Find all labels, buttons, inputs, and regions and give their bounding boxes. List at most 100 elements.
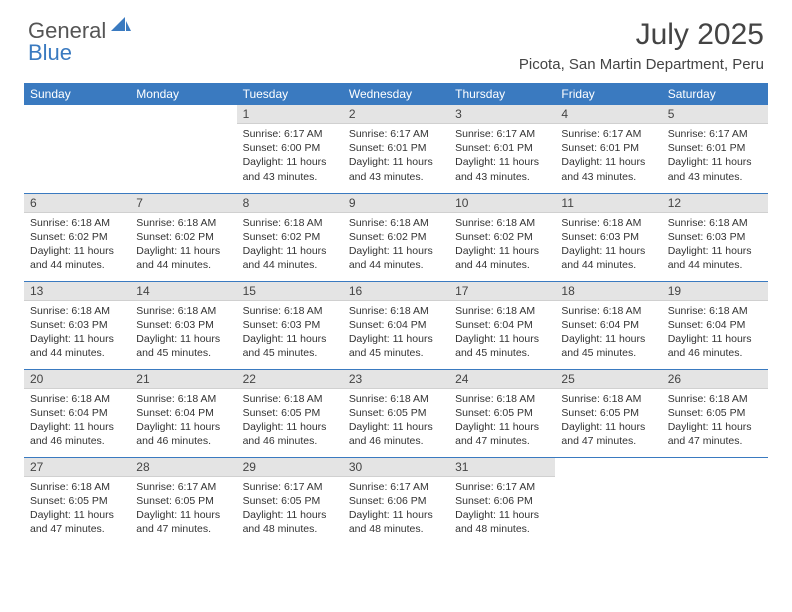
calendar-cell: 2Sunrise: 6:17 AMSunset: 6:01 PMDaylight…	[343, 105, 449, 193]
day-number: 14	[130, 282, 236, 301]
calendar-cell: 20Sunrise: 6:18 AMSunset: 6:04 PMDayligh…	[24, 369, 130, 457]
day-header-row: SundayMondayTuesdayWednesdayThursdayFrid…	[24, 83, 768, 105]
calendar-cell: 13Sunrise: 6:18 AMSunset: 6:03 PMDayligh…	[24, 281, 130, 369]
day-details: Sunrise: 6:17 AMSunset: 6:01 PMDaylight:…	[662, 124, 768, 188]
logo-text-blue: Blue	[28, 40, 72, 66]
day-number: 23	[343, 370, 449, 389]
calendar-cell: 7Sunrise: 6:18 AMSunset: 6:02 PMDaylight…	[130, 193, 236, 281]
calendar-cell: 31Sunrise: 6:17 AMSunset: 6:06 PMDayligh…	[449, 457, 555, 545]
day-details: Sunrise: 6:18 AMSunset: 6:05 PMDaylight:…	[343, 389, 449, 453]
day-details: Sunrise: 6:18 AMSunset: 6:02 PMDaylight:…	[343, 213, 449, 277]
calendar-cell: 3Sunrise: 6:17 AMSunset: 6:01 PMDaylight…	[449, 105, 555, 193]
day-details: Sunrise: 6:18 AMSunset: 6:03 PMDaylight:…	[130, 301, 236, 365]
day-details: Sunrise: 6:17 AMSunset: 6:00 PMDaylight:…	[237, 124, 343, 188]
calendar-cell: 12Sunrise: 6:18 AMSunset: 6:03 PMDayligh…	[662, 193, 768, 281]
calendar-cell: 17Sunrise: 6:18 AMSunset: 6:04 PMDayligh…	[449, 281, 555, 369]
day-number: 7	[130, 194, 236, 213]
day-details: Sunrise: 6:17 AMSunset: 6:05 PMDaylight:…	[237, 477, 343, 541]
calendar-table: SundayMondayTuesdayWednesdayThursdayFrid…	[24, 83, 768, 545]
empty-daynum-bar	[24, 105, 130, 123]
calendar-cell: 5Sunrise: 6:17 AMSunset: 6:01 PMDaylight…	[662, 105, 768, 193]
day-details: Sunrise: 6:18 AMSunset: 6:03 PMDaylight:…	[662, 213, 768, 277]
day-number: 11	[555, 194, 661, 213]
calendar-cell: 22Sunrise: 6:18 AMSunset: 6:05 PMDayligh…	[237, 369, 343, 457]
day-details: Sunrise: 6:17 AMSunset: 6:06 PMDaylight:…	[449, 477, 555, 541]
day-header: Saturday	[662, 83, 768, 105]
day-details: Sunrise: 6:18 AMSunset: 6:04 PMDaylight:…	[662, 301, 768, 365]
day-number: 24	[449, 370, 555, 389]
day-number: 1	[237, 105, 343, 124]
calendar-cell: 24Sunrise: 6:18 AMSunset: 6:05 PMDayligh…	[449, 369, 555, 457]
empty-daynum-bar	[662, 458, 768, 476]
day-number: 16	[343, 282, 449, 301]
day-number: 2	[343, 105, 449, 124]
day-number: 18	[555, 282, 661, 301]
calendar-cell: 9Sunrise: 6:18 AMSunset: 6:02 PMDaylight…	[343, 193, 449, 281]
calendar-cell: 25Sunrise: 6:18 AMSunset: 6:05 PMDayligh…	[555, 369, 661, 457]
month-title: July 2025	[519, 18, 764, 52]
location-subtitle: Picota, San Martin Department, Peru	[519, 56, 764, 73]
day-details: Sunrise: 6:17 AMSunset: 6:01 PMDaylight:…	[555, 124, 661, 188]
day-details: Sunrise: 6:18 AMSunset: 6:04 PMDaylight:…	[343, 301, 449, 365]
logo: General Blue	[28, 18, 131, 44]
calendar-cell: 30Sunrise: 6:17 AMSunset: 6:06 PMDayligh…	[343, 457, 449, 545]
day-details: Sunrise: 6:18 AMSunset: 6:04 PMDaylight:…	[130, 389, 236, 453]
day-number: 26	[662, 370, 768, 389]
calendar-week-row: 13Sunrise: 6:18 AMSunset: 6:03 PMDayligh…	[24, 281, 768, 369]
day-header: Thursday	[449, 83, 555, 105]
calendar-cell	[24, 105, 130, 193]
day-number: 28	[130, 458, 236, 477]
day-number: 22	[237, 370, 343, 389]
day-details: Sunrise: 6:18 AMSunset: 6:05 PMDaylight:…	[237, 389, 343, 453]
day-details: Sunrise: 6:18 AMSunset: 6:05 PMDaylight:…	[24, 477, 130, 541]
day-details: Sunrise: 6:18 AMSunset: 6:04 PMDaylight:…	[449, 301, 555, 365]
day-details: Sunrise: 6:18 AMSunset: 6:05 PMDaylight:…	[662, 389, 768, 453]
calendar-week-row: 20Sunrise: 6:18 AMSunset: 6:04 PMDayligh…	[24, 369, 768, 457]
calendar-cell: 8Sunrise: 6:18 AMSunset: 6:02 PMDaylight…	[237, 193, 343, 281]
day-details: Sunrise: 6:17 AMSunset: 6:01 PMDaylight:…	[449, 124, 555, 188]
calendar-cell: 18Sunrise: 6:18 AMSunset: 6:04 PMDayligh…	[555, 281, 661, 369]
calendar-cell: 19Sunrise: 6:18 AMSunset: 6:04 PMDayligh…	[662, 281, 768, 369]
calendar-cell: 6Sunrise: 6:18 AMSunset: 6:02 PMDaylight…	[24, 193, 130, 281]
day-details: Sunrise: 6:18 AMSunset: 6:03 PMDaylight:…	[555, 213, 661, 277]
day-number: 29	[237, 458, 343, 477]
calendar-cell: 29Sunrise: 6:17 AMSunset: 6:05 PMDayligh…	[237, 457, 343, 545]
day-number: 5	[662, 105, 768, 124]
day-number: 15	[237, 282, 343, 301]
day-number: 3	[449, 105, 555, 124]
day-details: Sunrise: 6:18 AMSunset: 6:05 PMDaylight:…	[449, 389, 555, 453]
day-number: 6	[24, 194, 130, 213]
day-number: 20	[24, 370, 130, 389]
day-details: Sunrise: 6:18 AMSunset: 6:03 PMDaylight:…	[24, 301, 130, 365]
calendar-cell: 16Sunrise: 6:18 AMSunset: 6:04 PMDayligh…	[343, 281, 449, 369]
day-details: Sunrise: 6:18 AMSunset: 6:02 PMDaylight:…	[130, 213, 236, 277]
calendar-cell	[555, 457, 661, 545]
day-number: 9	[343, 194, 449, 213]
day-number: 8	[237, 194, 343, 213]
day-number: 21	[130, 370, 236, 389]
day-number: 17	[449, 282, 555, 301]
title-block: July 2025 Picota, San Martin Department,…	[519, 18, 764, 73]
day-number: 12	[662, 194, 768, 213]
day-header: Monday	[130, 83, 236, 105]
calendar-cell: 23Sunrise: 6:18 AMSunset: 6:05 PMDayligh…	[343, 369, 449, 457]
day-details: Sunrise: 6:18 AMSunset: 6:04 PMDaylight:…	[555, 301, 661, 365]
day-header: Sunday	[24, 83, 130, 105]
day-number: 13	[24, 282, 130, 301]
day-number: 4	[555, 105, 661, 124]
calendar-cell: 1Sunrise: 6:17 AMSunset: 6:00 PMDaylight…	[237, 105, 343, 193]
day-details: Sunrise: 6:17 AMSunset: 6:01 PMDaylight:…	[343, 124, 449, 188]
calendar-week-row: 1Sunrise: 6:17 AMSunset: 6:00 PMDaylight…	[24, 105, 768, 193]
day-details: Sunrise: 6:17 AMSunset: 6:05 PMDaylight:…	[130, 477, 236, 541]
day-details: Sunrise: 6:18 AMSunset: 6:03 PMDaylight:…	[237, 301, 343, 365]
empty-daynum-bar	[130, 105, 236, 123]
calendar-cell	[130, 105, 236, 193]
calendar-cell: 15Sunrise: 6:18 AMSunset: 6:03 PMDayligh…	[237, 281, 343, 369]
day-details: Sunrise: 6:18 AMSunset: 6:02 PMDaylight:…	[237, 213, 343, 277]
header: General Blue July 2025 Picota, San Marti…	[0, 0, 792, 73]
day-number: 27	[24, 458, 130, 477]
calendar-cell: 11Sunrise: 6:18 AMSunset: 6:03 PMDayligh…	[555, 193, 661, 281]
day-header: Friday	[555, 83, 661, 105]
calendar-cell: 26Sunrise: 6:18 AMSunset: 6:05 PMDayligh…	[662, 369, 768, 457]
day-number: 19	[662, 282, 768, 301]
